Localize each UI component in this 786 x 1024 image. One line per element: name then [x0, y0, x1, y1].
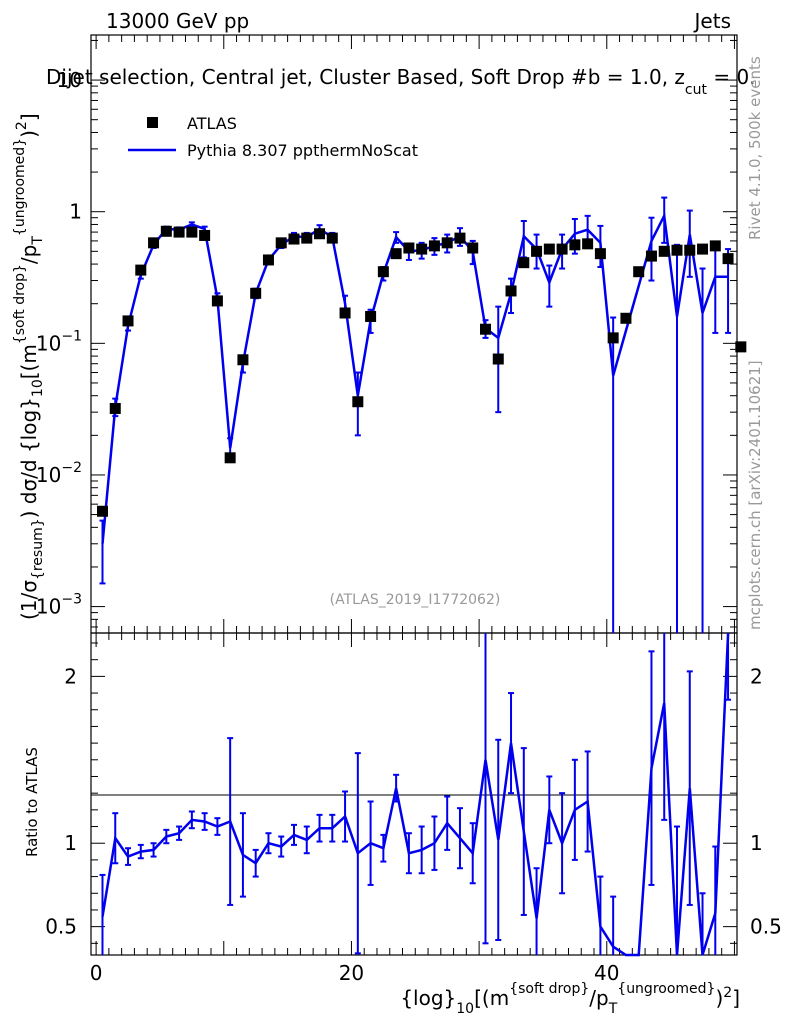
- analysis-watermark: (ATLAS_2019_I1772062): [330, 592, 501, 608]
- atlas-data-point: [122, 315, 134, 327]
- main-y-axis-label: (1/σ{resum}) dσ/d {log}10[(m{soft drop}/…: [12, 113, 46, 620]
- ratio-plot-frame: [90, 632, 738, 956]
- atlas-data-point: [543, 243, 555, 255]
- atlas-data-point: [377, 266, 389, 278]
- atlas-data-point: [109, 402, 121, 414]
- atlas-data-point: [658, 245, 670, 257]
- process-label: Jets: [693, 9, 731, 33]
- x-axis-label: {log}10[(m{soft drop}/pT{ungroomed})2]: [400, 981, 740, 1017]
- y-tick-label: 10−1: [36, 328, 82, 355]
- atlas-data-point: [722, 253, 734, 265]
- ratio-y-tick-label: 0.5: [750, 915, 782, 939]
- ratio-y-tick-label: 0.5: [45, 915, 77, 939]
- legend-data-label: ATLAS: [187, 114, 237, 133]
- plot-title-main: Dijet selection, Central jet, Cluster Ba…: [46, 65, 685, 89]
- atlas-data-point: [160, 225, 172, 237]
- y-tick-label: 10: [57, 68, 82, 92]
- energy-label: 13000 GeV pp: [106, 9, 249, 33]
- atlas-data-point: [709, 240, 721, 252]
- atlas-data-point: [492, 353, 504, 365]
- atlas-data-point: [326, 232, 338, 244]
- ratio-y-axis-label: Ratio to ATLAS: [23, 747, 41, 857]
- y-tick-label: 10−2: [36, 460, 82, 487]
- atlas-data-point: [582, 238, 594, 250]
- atlas-data-point: [339, 307, 351, 319]
- atlas-data-point: [697, 243, 709, 255]
- axis-ticks: [91, 35, 737, 955]
- atlas-data-point: [671, 244, 683, 256]
- atlas-data-point: [633, 266, 645, 278]
- atlas-data-point: [135, 264, 147, 276]
- atlas-data-point: [148, 237, 160, 249]
- atlas-data-point: [594, 248, 606, 260]
- atlas-data-point: [96, 505, 108, 517]
- atlas-data-point: [620, 312, 632, 324]
- atlas-data-point: [441, 237, 453, 249]
- y-tick-label: 10−3: [36, 592, 82, 619]
- ratio-y-tick-label: 2: [64, 664, 77, 688]
- rivet-side-label: Rivet 4.1.0, 500k events: [746, 56, 764, 240]
- legend-mc-label: Pythia 8.307 ppthermNoScat: [187, 141, 418, 160]
- atlas-data-point: [224, 452, 236, 464]
- atlas-data-point: [262, 254, 274, 266]
- atlas-data-point: [416, 243, 428, 255]
- data-series-main: [96, 225, 747, 517]
- atlas-data-point: [199, 229, 211, 241]
- x-tick-label: 20: [339, 961, 364, 985]
- atlas-data-point: [454, 232, 466, 244]
- ratio-y-tick-label: 1: [64, 831, 77, 855]
- mc-series-main: [99, 196, 732, 633]
- y-tick-label: 1: [69, 200, 82, 224]
- atlas-data-point: [250, 287, 262, 299]
- atlas-data-point: [428, 240, 440, 252]
- atlas-data-point: [352, 396, 364, 408]
- ratio-line: [101, 632, 730, 957]
- atlas-data-point: [569, 239, 581, 251]
- atlas-data-point: [186, 226, 198, 238]
- plot-title: Dijet selection, Central jet, Cluster Ba…: [46, 65, 756, 98]
- atlas-data-point: [607, 332, 619, 344]
- mc-series-ratio: [99, 632, 732, 957]
- atlas-data-point: [365, 310, 377, 322]
- atlas-data-point: [211, 295, 223, 307]
- ratio-y-tick-label: 1: [750, 831, 763, 855]
- atlas-data-point: [173, 226, 185, 238]
- ratio-y-tick-label: 2: [750, 664, 763, 688]
- atlas-data-point: [518, 257, 530, 269]
- plot-title-tail: = 0.: [707, 65, 756, 89]
- atlas-data-point: [314, 228, 326, 240]
- atlas-data-point: [556, 243, 568, 255]
- mcplots-side-label: mcplots.cern.ch [arXiv:2401.10621]: [746, 360, 764, 630]
- atlas-data-point: [275, 237, 287, 249]
- atlas-data-point: [505, 285, 517, 297]
- atlas-data-point: [403, 242, 415, 254]
- plot-title-sub: cut: [685, 82, 708, 98]
- atlas-data-point: [301, 232, 313, 244]
- atlas-data-point: [390, 248, 402, 260]
- atlas-data-point: [645, 250, 657, 262]
- x-tick-label: 40: [594, 961, 619, 985]
- legend-data-marker: [147, 117, 158, 128]
- mc-line: [101, 211, 729, 544]
- atlas-data-point: [684, 244, 696, 256]
- atlas-data-point: [531, 245, 543, 257]
- atlas-data-point: [288, 233, 300, 245]
- atlas-data-point: [479, 323, 491, 335]
- atlas-data-point: [735, 341, 747, 353]
- atlas-data-point: [237, 354, 249, 366]
- tick-labels: 0 20 40 10−3 10−2 10−1 1 10 0.5 0.5 1 1 2 2: [36, 68, 782, 985]
- atlas-data-point: [467, 242, 479, 254]
- x-tick-label: 0: [90, 961, 103, 985]
